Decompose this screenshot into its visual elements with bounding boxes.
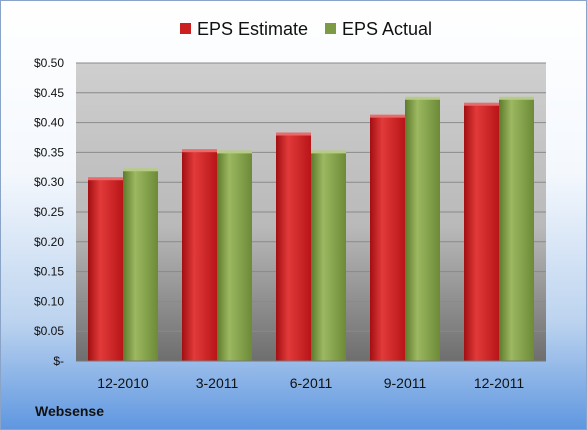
legend-label: EPS Actual [342, 19, 432, 39]
company-name: Websense [35, 403, 104, 419]
legend-label: EPS Estimate [197, 19, 308, 39]
x-tick-label: 12-2010 [97, 375, 149, 391]
x-tick-label: 12-2011 [474, 375, 525, 391]
y-tick-label: $0.50 [34, 56, 64, 70]
actual-bar [217, 152, 252, 361]
y-tick-label: $0.35 [34, 145, 64, 159]
y-tick-label: $0.20 [34, 235, 64, 249]
actual-bar-top [217, 150, 252, 154]
y-tick-label: $0.15 [34, 265, 64, 279]
axes: $- $0.05 $0.10 $0.15 $0.20 $0.25 $0.30 $0.35 $0.… [34, 56, 546, 391]
y-tick-label: $0.45 [34, 86, 64, 100]
actual-bar-top [123, 168, 158, 172]
estimate-bar-top [182, 149, 217, 153]
estimate-bar [88, 179, 123, 361]
estimate-bar-top [464, 102, 499, 106]
y-tick-label: $0.05 [34, 324, 64, 338]
legend-swatch [180, 23, 191, 34]
actual-bar [499, 98, 534, 361]
estimate-bar [182, 151, 217, 361]
estimate-bar-top [276, 132, 311, 136]
actual-bar-top [405, 96, 440, 100]
legend-swatch [325, 23, 336, 34]
estimate-bar [464, 104, 499, 361]
x-tick-label: 3-2011 [196, 375, 239, 391]
estimate-bar [370, 116, 405, 361]
bars [88, 96, 534, 361]
actual-bar [311, 152, 346, 361]
actual-bar-top [499, 96, 534, 100]
x-tick-label: 9-2011 [384, 375, 427, 391]
y-tick-label: $0.10 [34, 294, 64, 308]
y-tick-label: $0.30 [34, 175, 64, 189]
x-tick-label: 6-2011 [290, 375, 333, 391]
estimate-bar-top [88, 177, 123, 181]
estimate-bar [276, 134, 311, 361]
actual-bar [123, 170, 158, 361]
actual-bar-top [311, 150, 346, 154]
y-tick-label: $0.25 [34, 205, 64, 219]
estimate-bar-top [370, 114, 405, 118]
legend: EPS Estimate EPS Actual [180, 19, 432, 39]
y-tick-label: $- [53, 354, 64, 368]
actual-bar [405, 98, 440, 361]
y-tick-label: $0.40 [34, 116, 64, 130]
